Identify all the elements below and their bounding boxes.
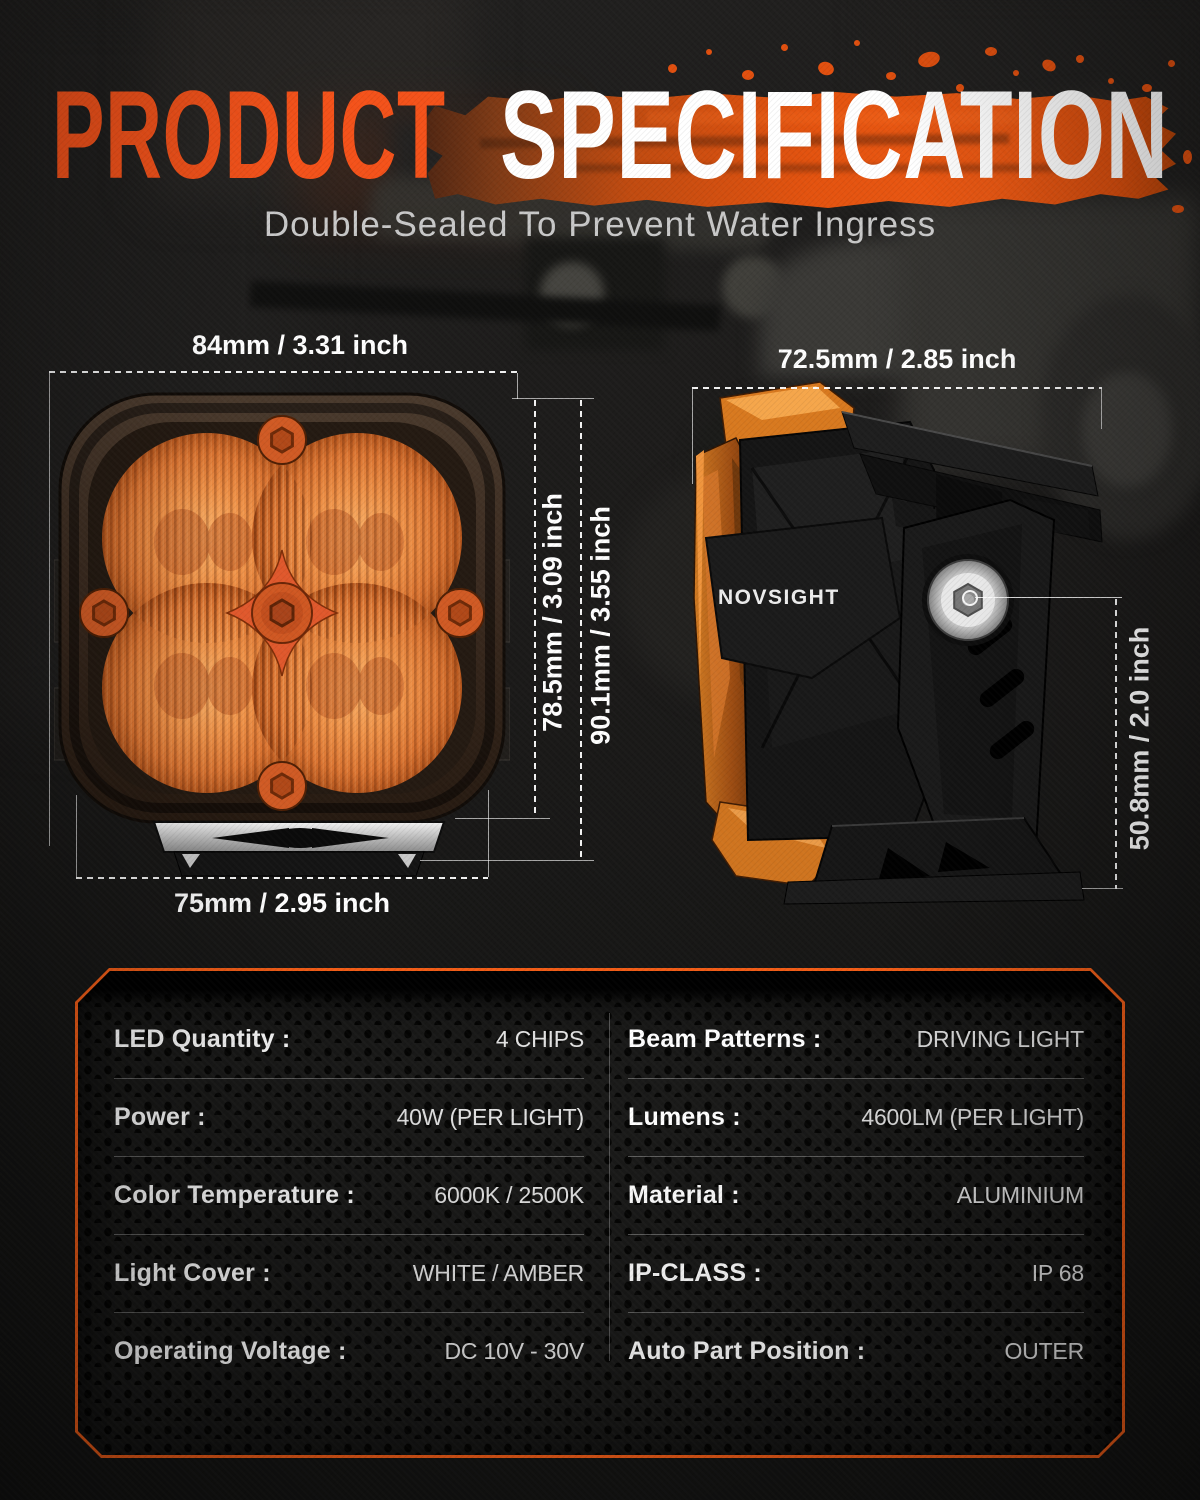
page-subtitle: Double-Sealed To Prevent Water Ingress: [263, 205, 937, 244]
spec-column-divider: [609, 1013, 610, 1361]
paint-splatter-dot: [854, 40, 860, 46]
spec-row: LED Quantity : 4 CHIPS: [114, 1001, 584, 1079]
front-view-product-image: [54, 392, 510, 877]
spec-panel-top-bar: [78, 971, 1122, 1001]
dim-ext-line: [692, 389, 693, 484]
dim-cap-line: [420, 860, 594, 861]
dim-line: [76, 877, 488, 879]
dim-width-bottom-label: 75mm / 2.95 inch: [173, 888, 391, 918]
paint-splatter-dot: [1183, 150, 1192, 164]
light-body: [704, 420, 938, 842]
spec-column-right: Beam Patterns : DRIVING LIGHT Lumens : 4…: [628, 1001, 1084, 1390]
spec-panel: LED Quantity : 4 CHIPS Power : 40W (PER …: [75, 968, 1125, 1458]
paint-splash: [420, 92, 1176, 208]
spec-label: Auto Part Position :: [628, 1337, 866, 1365]
dim-cap-line: [455, 818, 550, 819]
spec-value: DRIVING LIGHT: [916, 1026, 1084, 1052]
dim-height-inner-label: 78.5mm / 3.09 inch: [537, 493, 568, 732]
spec-value: WHITE / AMBER: [412, 1260, 584, 1286]
center-hex-bolt-icon: [251, 582, 313, 644]
foot-bracket: [783, 816, 1085, 905]
dim-anchor-dot: [962, 590, 978, 606]
paint-splatter-dot: [1142, 84, 1152, 92]
spec-value: IP 68: [1031, 1260, 1084, 1286]
paint-splatter-dot: [781, 44, 788, 51]
paint-splatter-dot: [1168, 60, 1175, 67]
spec-label: LED Quantity :: [114, 1025, 291, 1053]
heatsink-bracket: [152, 821, 446, 877]
paint-splatter-dot: [1013, 70, 1019, 76]
paint-splatter-dot: [706, 49, 712, 55]
paint-splatter-dot: [668, 64, 677, 73]
spec-row: Power : 40W (PER LIGHT): [114, 1079, 584, 1157]
spec-value: DC 10V - 30V: [444, 1338, 584, 1364]
spec-value: 40W (PER LIGHT): [396, 1104, 584, 1130]
page-title-product: PRODUCT: [52, 66, 446, 205]
dim-ext-line: [1101, 389, 1102, 429]
spec-panel-body: LED Quantity : 4 CHIPS Power : 40W (PER …: [78, 971, 1122, 1455]
spec-row: Operating Voltage : DC 10V - 30V: [114, 1313, 584, 1390]
header: PRODUCT SPECIFICATION Double-Sealed To P…: [0, 0, 1200, 260]
spec-label: Lumens :: [628, 1103, 741, 1131]
spec-label: Light Cover :: [114, 1259, 271, 1287]
spec-label: IP-CLASS :: [628, 1259, 762, 1287]
dim-ext-line: [49, 373, 50, 846]
paint-splatter-dot: [886, 72, 896, 80]
spec-row: Light Cover : WHITE / AMBER: [114, 1235, 584, 1313]
page-title-specification: SPECIFICATION: [500, 66, 1169, 205]
spec-row: Lumens : 4600LM (PER LIGHT): [628, 1079, 1084, 1157]
amber-lens: [102, 433, 462, 793]
dim-line: [1115, 599, 1117, 889]
paint-splatter-dot: [742, 70, 754, 80]
dim-ext-line: [76, 795, 77, 877]
spec-row: Color Temperature : 6000K / 2500K: [114, 1157, 584, 1235]
dim-ext-line: [517, 373, 518, 399]
dim-ext-line: [488, 790, 489, 877]
spec-label: Power :: [114, 1103, 206, 1131]
spec-row: IP-CLASS : IP 68: [628, 1235, 1084, 1313]
dim-height-outer-label: 90.1mm / 3.55 inch: [585, 506, 616, 745]
edge-hex-bolt-icon: [79, 415, 485, 811]
spec-value: 6000K / 2500K: [434, 1182, 584, 1208]
paint-splatter-dot: [1108, 78, 1114, 84]
dim-height-label: 50.8mm / 2.0 inch: [1124, 626, 1155, 851]
spec-value: OUTER: [1004, 1338, 1084, 1364]
dim-width-top-label: 84mm / 3.31 inch: [191, 330, 409, 360]
spec-row: Auto Part Position : OUTER: [628, 1313, 1084, 1390]
paint-splatter-dot: [956, 84, 964, 92]
paint-splatter-dot: [1172, 205, 1184, 213]
spec-label: Color Temperature :: [114, 1181, 355, 1209]
side-view-product-image: NOVSIGHT: [693, 381, 1103, 905]
spec-value: 4 CHIPS: [495, 1026, 584, 1052]
dim-line: [49, 371, 517, 373]
paint-splatter-dot: [985, 47, 997, 56]
dim-width-top-label: 72.5mm / 2.85 inch: [777, 344, 1017, 374]
spec-label: Material :: [628, 1181, 740, 1209]
spec-value: 4600LM (PER LIGHT): [861, 1104, 1084, 1130]
spec-label: Beam Patterns :: [628, 1025, 822, 1053]
dim-line: [580, 400, 582, 860]
brand-logo: NOVSIGHT: [718, 586, 840, 609]
dim-ext-line: [975, 597, 1122, 598]
spec-column-left: LED Quantity : 4 CHIPS Power : 40W (PER …: [114, 1001, 584, 1390]
spec-row: Material : ALUMINIUM: [628, 1157, 1084, 1235]
spec-value: ALUMINIUM: [956, 1182, 1084, 1208]
dim-line: [692, 387, 1102, 389]
dim-line: [534, 400, 536, 818]
dim-cap-line: [512, 398, 594, 399]
dim-cap-line: [1082, 888, 1123, 889]
spec-label: Operating Voltage :: [114, 1337, 347, 1365]
paint-splatter-dot: [1076, 55, 1084, 63]
spec-row: Beam Patterns : DRIVING LIGHT: [628, 1001, 1084, 1079]
